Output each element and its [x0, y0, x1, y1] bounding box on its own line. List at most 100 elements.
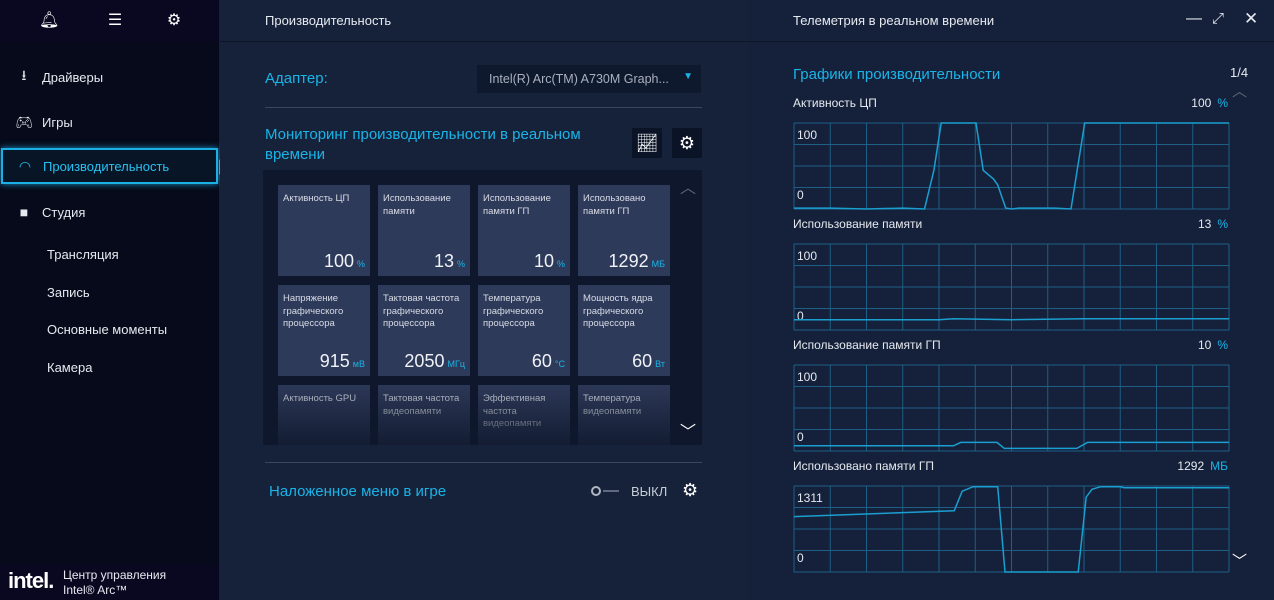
series-line [794, 318, 1229, 321]
chart-unit: % [1217, 217, 1228, 231]
sidebar-subitem-camera[interactable]: Камера [47, 360, 93, 375]
gear-icon: ⚙ [678, 133, 696, 153]
chart-title: Использовано памяти ГП [793, 459, 934, 473]
toggle-track [603, 490, 619, 492]
y-tick-label: 0 [797, 188, 804, 202]
chart-value: 10 [1197, 338, 1212, 352]
adapter-select[interactable]: Intel(R) Arc(TM) A730M Graph... ▼ [477, 65, 701, 93]
telemetry-title: Телеметрия в реальном времени [793, 13, 995, 28]
line-chart: 100 0 [793, 364, 1230, 452]
line-chart: 100 0 [793, 243, 1230, 331]
adapter-label: Адаптер: [265, 70, 328, 87]
metric-value: 60 Вт [632, 352, 665, 371]
sidebar-subitem-stream[interactable]: Трансляция [47, 247, 119, 262]
metric-number: 100 [323, 250, 354, 271]
chart-current-value: 1292 МБ [1177, 459, 1228, 473]
nav-label: Студия [42, 204, 86, 220]
fade-overlay [263, 380, 673, 445]
camera-icon: ■ [19, 204, 29, 220]
metric-unit: % [356, 258, 365, 269]
header-divider [220, 41, 1274, 42]
section-title: Графики производительности [793, 66, 1001, 83]
scroll-down-icon[interactable]: ﹀ [680, 424, 697, 441]
metrics-grid: Температура видеопамятиЭффективная часто… [263, 170, 702, 445]
metric-unit: Вт [655, 358, 665, 369]
series-line [794, 122, 1229, 210]
metric-tile[interactable]: Активность ЦП 100% [278, 185, 370, 276]
sidebar-toolbar: 🔔︎ ☰ ⚙ [0, 0, 219, 42]
bell-icon[interactable]: 🔔︎ [39, 12, 60, 29]
metric-tile[interactable]: Использование памяти ГП 10% [478, 185, 570, 276]
sidebar-item-performance[interactable]: ◠ Производительность [1, 148, 218, 184]
chart-unit: % [1217, 96, 1228, 110]
sidebar-subitem-record[interactable]: Запись [47, 285, 90, 300]
metric-label: Напряжение графического процессора [283, 293, 344, 329]
scroll-down-icon[interactable]: ﹀ [1232, 553, 1248, 570]
metric-tile[interactable]: Температура графического процессора 60 °C [478, 285, 570, 376]
chart-value: 1292 [1177, 459, 1205, 473]
y-tick-label: 0 [797, 551, 804, 565]
scroll-up-icon[interactable]: ︿ [680, 180, 697, 197]
metric-tile[interactable]: Использование памяти 13% [378, 185, 470, 276]
nav-label: Драйверы [42, 69, 104, 85]
metric-number: 10 [533, 250, 554, 271]
overlay-label: Наложенное меню в игре [269, 483, 447, 500]
sidebar-item-games[interactable]: 🎮︎ Игры [0, 104, 219, 140]
sidebar-footer: intel. Центр управления Intel® Arc™ [0, 565, 219, 600]
metric-unit: °C [554, 358, 565, 369]
telemetry-panel: Телеметрия в реальном времени — ⤢ ✕ Граф… [748, 0, 1274, 600]
y-tick-label: 0 [797, 430, 804, 444]
metric-number: 915 [319, 350, 350, 371]
chart-current-value: 13% [1198, 217, 1228, 231]
sidebar-item-drivers[interactable]: ⭳ Драйверы [0, 59, 219, 95]
performance-panel: Производительность Адаптер: Intel(R) Arc… [220, 0, 747, 600]
metric-value: 10% [534, 252, 565, 271]
chart-view-button[interactable]: 📈︎ [632, 128, 662, 158]
metric-value: 60 °C [532, 352, 565, 371]
gear-icon[interactable]: ⚙ [166, 12, 182, 29]
overlay-toggle[interactable] [591, 485, 621, 497]
chart-current-value: 10% [1198, 338, 1228, 352]
overlay-settings-gear-icon[interactable]: ⚙ [682, 480, 699, 500]
metric-label: Использовано памяти ГП [583, 193, 646, 217]
line-chart: 100 0 [793, 122, 1230, 210]
metric-tile[interactable]: Мощность ядра графического процессора 60 В… [578, 285, 670, 376]
metric-value: 1292 МБ [609, 252, 665, 271]
metric-value: 2050 МГц [404, 352, 465, 371]
nav-label: Производительность [43, 158, 170, 174]
chevron-down-icon: ▼ [683, 71, 693, 82]
sidebar: 🔔︎ ☰ ⚙ ⭳ Драйверы 🎮︎ Игры ◠ Производительно… [0, 0, 226, 600]
chart-unit: % [1217, 338, 1228, 352]
chart-trend-icon: 📈︎ [635, 133, 659, 153]
chart-title: Активность ЦП [793, 96, 877, 110]
app-name-line1: Центр управления [63, 568, 167, 582]
metric-tile[interactable]: Напряжение графического процессора 915 мВ [278, 285, 370, 376]
scroll-up-icon[interactable]: ︿ [1232, 83, 1248, 100]
monitor-title: Мониторинг производительности в реальном… [265, 126, 581, 163]
menu-icon[interactable]: ☰ [107, 12, 123, 29]
sidebar-subitem-highlights[interactable]: Основные моменты [47, 322, 168, 337]
close-icon[interactable]: ✕ [1244, 9, 1259, 28]
metric-tile[interactable]: Тактовая частота графического процессора… [378, 285, 470, 376]
chart-title: Использование памяти ГП [793, 338, 941, 352]
metric-tile[interactable]: Использовано памяти ГП 1292 МБ [578, 185, 670, 276]
monitor-settings-button[interactable]: ⚙ [672, 128, 702, 158]
metric-label: Использование памяти [383, 193, 451, 217]
metric-label: Мощность ядра графического процессора [583, 293, 653, 329]
divider [265, 107, 702, 108]
chart-value: 100 [1191, 96, 1212, 110]
metric-value: 915 мВ [320, 352, 365, 371]
chart-title: Использование памяти [793, 217, 923, 231]
metric-label: Использование памяти ГП [483, 193, 551, 217]
expand-icon[interactable]: ⤢ [1212, 10, 1225, 27]
series-line [794, 441, 1229, 450]
series-line [793, 485, 1229, 573]
metric-value: 100% [324, 252, 365, 271]
metric-label: Температура графического процессора [483, 293, 544, 329]
nav-label: Игры [42, 114, 73, 130]
y-tick-label: 0 [797, 309, 804, 323]
minimize-icon[interactable]: — [1186, 10, 1202, 27]
chart-value: 13 [1197, 217, 1212, 231]
sidebar-item-studio[interactable]: ■ Студия [0, 194, 219, 230]
y-tick-label: 100 [797, 249, 817, 263]
